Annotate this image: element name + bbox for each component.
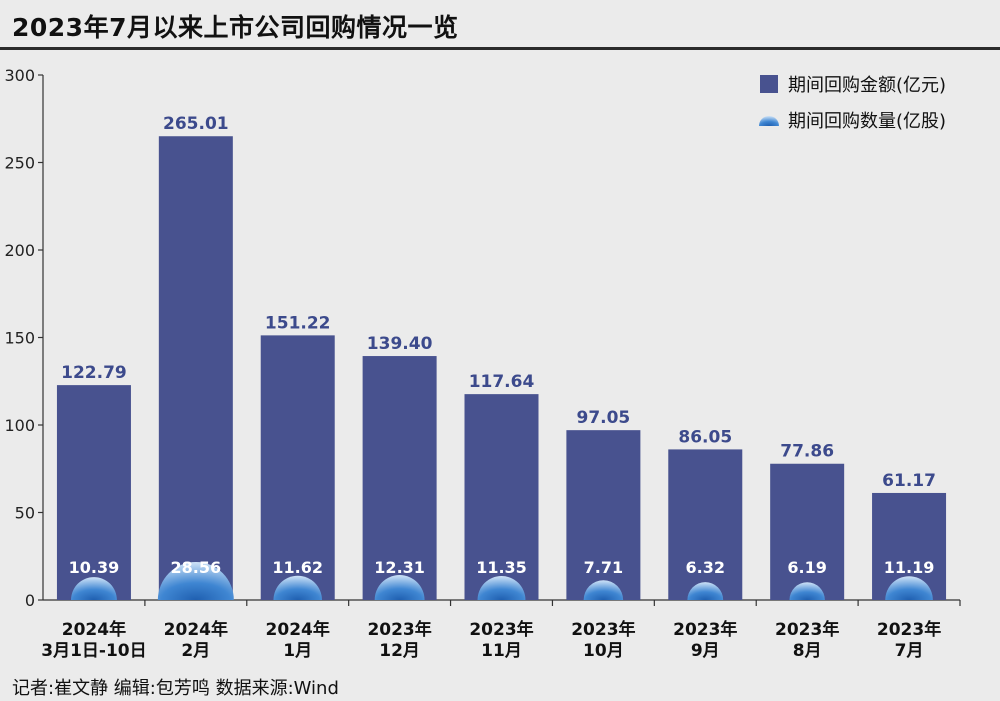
quantity-data-label: 7.71 <box>584 558 623 577</box>
quantity-dome <box>687 582 724 600</box>
amount-bar <box>260 335 335 600</box>
amount-data-label: 265.01 <box>163 114 229 134</box>
x-category-label: 2023年 <box>571 619 635 640</box>
x-category-label: 1月 <box>283 641 312 661</box>
x-category-label: 7月 <box>895 641 924 661</box>
amount-data-label: 86.05 <box>678 427 732 447</box>
x-category-label: 9月 <box>691 641 720 661</box>
y-tick-label: 200 <box>4 241 35 260</box>
x-category-label: 2023年 <box>775 619 839 640</box>
amount-data-label: 151.22 <box>265 313 331 333</box>
quantity-data-label: 12.31 <box>374 558 425 577</box>
quantity-dome <box>885 576 933 600</box>
legend-label-amount: 期间回购金额(亿元) <box>788 75 946 96</box>
amount-bar <box>158 136 233 601</box>
x-category-label: 2023年 <box>469 619 533 640</box>
quantity-dome <box>374 575 425 600</box>
y-tick-label: 250 <box>4 154 35 173</box>
x-category-label: 11月 <box>481 641 522 661</box>
amount-data-label: 61.17 <box>882 471 936 491</box>
y-tick-label: 300 <box>4 66 35 85</box>
quantity-data-label: 6.32 <box>686 558 725 577</box>
legend-label-quantity: 期间回购数量(亿股) <box>788 111 946 132</box>
quantity-dome <box>157 562 234 600</box>
amount-bar <box>770 463 845 600</box>
amount-bar <box>668 449 743 600</box>
amount-data-label: 77.86 <box>780 442 834 462</box>
legend-swatch-amount <box>760 75 778 93</box>
y-tick-label: 150 <box>4 329 35 348</box>
x-category-label: 2023年 <box>877 619 941 640</box>
amount-data-label: 117.64 <box>469 372 535 392</box>
x-category-label: 2月 <box>181 641 210 661</box>
quantity-dome <box>789 582 825 600</box>
amount-data-label: 139.40 <box>367 334 433 354</box>
x-category-label: 10月 <box>583 641 624 661</box>
quantity-data-label: 11.19 <box>884 558 935 577</box>
amount-data-label: 122.79 <box>61 363 127 383</box>
x-category-label: 2023年 <box>673 619 737 640</box>
title-divider <box>0 47 1000 50</box>
y-tick-label: 0 <box>25 591 35 610</box>
credit-line: 记者:崔文静 编辑:包芳鸣 数据来源:Wind <box>12 678 339 699</box>
x-category-label: 3月1日-10日 <box>41 641 146 661</box>
x-category-label: 2024年 <box>266 619 330 640</box>
quantity-data-label: 11.62 <box>272 558 323 577</box>
x-category-label: 12月 <box>379 641 420 661</box>
x-category-label: 2024年 <box>164 619 228 640</box>
quantity-data-label: 11.35 <box>476 558 527 577</box>
legend-swatch-quantity <box>759 116 779 126</box>
quantity-data-label: 6.19 <box>787 558 826 577</box>
x-category-label: 2024年 <box>62 619 126 640</box>
y-tick-label: 50 <box>15 504 35 523</box>
quantity-dome <box>477 576 526 600</box>
quantity-data-label: 28.56 <box>171 558 222 577</box>
amount-data-label: 97.05 <box>576 408 630 428</box>
y-tick-label: 100 <box>4 416 35 435</box>
quantity-dome <box>71 577 117 600</box>
page-title: 2023年7月以来上市公司回购情况一览 <box>12 13 459 42</box>
quantity-data-label: 10.39 <box>69 558 120 577</box>
quantity-dome <box>583 580 624 600</box>
x-category-label: 8月 <box>793 641 822 661</box>
x-category-label: 2023年 <box>367 619 431 640</box>
amount-bar <box>566 430 641 600</box>
amount-bar <box>56 385 131 600</box>
quantity-dome <box>273 575 322 600</box>
amount-bar <box>362 356 437 600</box>
amount-bar <box>464 394 539 600</box>
